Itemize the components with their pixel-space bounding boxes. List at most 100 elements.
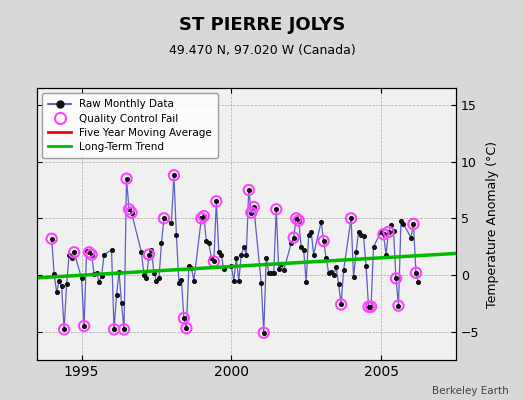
Point: [177, 276, 185, 283]
Point: [112, 292, 121, 298]
Point: [90, 271, 99, 277]
Point: [180, 315, 188, 321]
Point: [384, 229, 392, 235]
Point: [48, 236, 56, 242]
Point: [120, 326, 128, 333]
Point: [147, 247, 156, 253]
Point: [137, 249, 146, 256]
Point: [70, 249, 78, 256]
Point: [394, 302, 402, 309]
Point: [259, 330, 268, 336]
Point: [140, 272, 148, 278]
Point: [340, 267, 348, 274]
Point: [392, 275, 400, 282]
Point: [210, 258, 218, 265]
Point: [322, 255, 330, 261]
Point: [97, 273, 106, 279]
Point: [110, 326, 118, 333]
Point: [145, 251, 153, 258]
Point: [215, 249, 223, 256]
Point: [143, 275, 151, 282]
Point: [245, 187, 253, 193]
Point: [397, 218, 405, 224]
Text: 49.470 N, 97.020 W (Canada): 49.470 N, 97.020 W (Canada): [169, 44, 355, 57]
Point: [184, 263, 193, 269]
Point: [347, 215, 355, 222]
Point: [239, 244, 248, 250]
Point: [107, 247, 116, 253]
Point: [110, 326, 118, 333]
Point: [157, 240, 166, 246]
Point: [387, 222, 395, 228]
Point: [182, 325, 191, 332]
Point: [414, 278, 423, 285]
Point: [247, 210, 256, 216]
Point: [297, 244, 305, 250]
Point: [217, 251, 225, 258]
Point: [320, 238, 328, 244]
Point: [82, 248, 91, 254]
Point: [412, 270, 420, 276]
Point: [68, 255, 76, 261]
Point: [210, 258, 218, 265]
Point: [160, 215, 168, 222]
Point: [249, 204, 258, 210]
Point: [180, 315, 188, 321]
Point: [347, 215, 355, 222]
Point: [120, 326, 128, 333]
Point: [317, 218, 325, 225]
Text: ST PIERRE JOLYS: ST PIERRE JOLYS: [179, 16, 345, 34]
Point: [277, 260, 286, 267]
Point: [95, 278, 103, 285]
Point: [327, 268, 335, 275]
Point: [407, 234, 415, 241]
Point: [122, 176, 130, 182]
Point: [205, 240, 213, 246]
Point: [190, 278, 198, 284]
Point: [125, 206, 133, 212]
Y-axis label: Temperature Anomaly (°C): Temperature Anomaly (°C): [486, 140, 499, 308]
Point: [399, 221, 408, 227]
Point: [200, 213, 208, 219]
Point: [334, 281, 343, 287]
Point: [272, 206, 280, 212]
Point: [352, 249, 361, 256]
Point: [207, 255, 215, 261]
Point: [212, 198, 221, 204]
Point: [125, 206, 133, 212]
Point: [245, 187, 253, 193]
Point: [364, 304, 373, 310]
Point: [197, 215, 205, 222]
Point: [200, 213, 208, 219]
Point: [367, 304, 375, 310]
Point: [62, 281, 71, 287]
Point: [289, 234, 298, 241]
Point: [78, 275, 86, 282]
Point: [52, 289, 61, 295]
Point: [170, 172, 178, 178]
Point: [392, 275, 400, 282]
Point: [354, 229, 363, 235]
Point: [88, 251, 96, 258]
Point: [58, 283, 66, 290]
Point: [127, 210, 136, 216]
Point: [330, 272, 338, 278]
Point: [394, 302, 402, 309]
Point: [337, 301, 345, 308]
Point: [182, 325, 191, 332]
Point: [220, 266, 228, 272]
Point: [272, 206, 280, 212]
Point: [265, 270, 273, 276]
Point: [332, 264, 340, 270]
Point: [235, 278, 243, 284]
Point: [357, 232, 365, 238]
Point: [292, 215, 300, 222]
Point: [359, 233, 368, 240]
Text: Berkeley Earth: Berkeley Earth: [432, 386, 508, 396]
Point: [60, 326, 68, 333]
Point: [389, 228, 398, 234]
Point: [172, 232, 181, 238]
Point: [384, 229, 392, 235]
Point: [92, 270, 101, 276]
Point: [80, 323, 88, 329]
